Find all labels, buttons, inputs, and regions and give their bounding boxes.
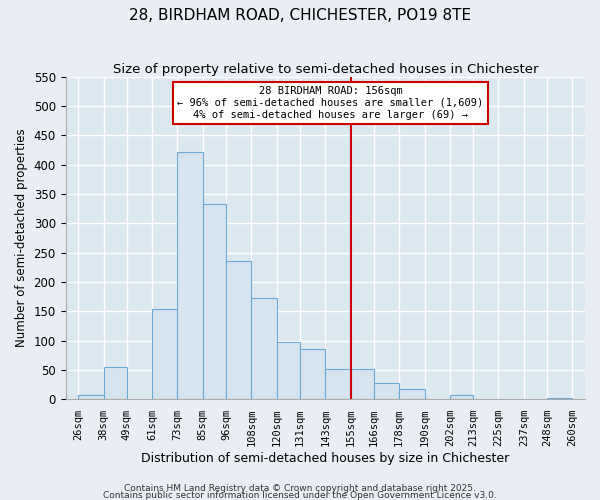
X-axis label: Distribution of semi-detached houses by size in Chichester: Distribution of semi-detached houses by … — [141, 452, 509, 465]
Bar — [152, 310, 178, 399]
Bar — [203, 204, 226, 399]
Y-axis label: Number of semi-detached properties: Number of semi-detached properties — [15, 128, 28, 348]
Bar — [399, 390, 425, 399]
Bar — [300, 350, 325, 399]
Bar — [450, 395, 473, 399]
Text: Contains public sector information licensed under the Open Government Licence v3: Contains public sector information licen… — [103, 491, 497, 500]
Text: 28 BIRDHAM ROAD: 156sqm
← 96% of semi-detached houses are smaller (1,609)
4% of : 28 BIRDHAM ROAD: 156sqm ← 96% of semi-de… — [178, 86, 484, 120]
Bar — [178, 152, 203, 399]
Bar — [277, 342, 300, 399]
Bar — [251, 298, 277, 399]
Text: 28, BIRDHAM ROAD, CHICHESTER, PO19 8TE: 28, BIRDHAM ROAD, CHICHESTER, PO19 8TE — [129, 8, 471, 22]
Bar — [226, 261, 251, 399]
Bar — [104, 367, 127, 399]
Bar — [374, 384, 399, 399]
Text: Contains HM Land Registry data © Crown copyright and database right 2025.: Contains HM Land Registry data © Crown c… — [124, 484, 476, 493]
Bar — [325, 368, 350, 399]
Bar — [547, 398, 572, 399]
Bar — [350, 368, 374, 399]
Title: Size of property relative to semi-detached houses in Chichester: Size of property relative to semi-detach… — [113, 62, 538, 76]
Bar — [78, 394, 104, 399]
